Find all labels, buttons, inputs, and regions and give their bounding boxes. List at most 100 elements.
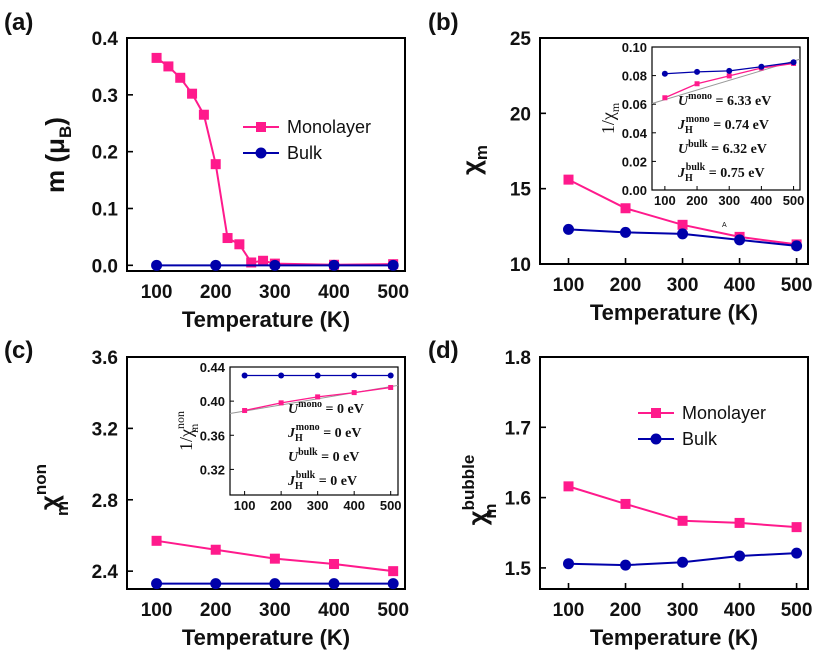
c-panel-label: (c): [4, 337, 33, 364]
d-bulk-point: [563, 558, 575, 570]
b-inset-annotation: JHbulk = 0.75 eV: [677, 162, 765, 184]
b-inset-bulk-point: [661, 70, 668, 77]
c-annotation-sub: H: [295, 433, 303, 444]
b-inset-xtick-label: 400: [751, 193, 773, 208]
b-inset-bulk-point: [694, 68, 701, 75]
panel-b: 100 200 300 400 500 10 15 20 25 (b) Temperature (K…: [428, 9, 812, 325]
a-ytick-label: 0.2: [92, 143, 118, 164]
c-annotation-value: = 0 eV: [315, 474, 357, 489]
c-xtick-label: 500: [377, 600, 409, 621]
c-ytick-label: 2.8: [92, 491, 118, 512]
a-xtick-label: 500: [377, 282, 409, 303]
c-inset-monolayer-point: [388, 384, 394, 390]
c-inset-xtick-label: 500: [380, 498, 402, 513]
d-xtick-label: 400: [724, 600, 756, 621]
b-inset-ytick-label: 0.00: [622, 183, 647, 198]
a-xtick-label: 200: [200, 282, 232, 303]
c-inset-xtick-label: 400: [343, 498, 365, 513]
b-ytick-label: 15: [510, 180, 532, 201]
a-monolayer-point: [258, 255, 269, 266]
c-annotation-sup: bulk: [296, 470, 316, 481]
b-annotation-sub: H: [685, 125, 693, 136]
b-inset-xtick-label: 100: [654, 193, 676, 208]
b-annotation-sup: mono: [688, 91, 712, 102]
b-xtick-label: 400: [724, 275, 756, 296]
d-bulk-point: [677, 556, 689, 568]
d-bulk-point: [791, 547, 803, 559]
c-ylabel-main: χ: [34, 495, 64, 510]
c-ytick-label: 3.2: [92, 419, 118, 440]
a-panel-label: (a): [4, 9, 33, 36]
c-annotation-sup: mono: [296, 422, 320, 433]
a-ylabel-sub: B: [56, 126, 75, 138]
b-inset-bulk-point: [790, 59, 797, 66]
c-inset-bulk-point: [387, 372, 394, 379]
c-inset-monolayer-point: [351, 390, 357, 396]
a-xtick-label: 300: [259, 282, 291, 303]
d-legend-marker: [650, 433, 662, 445]
c-inset-ylabel-main: 1/χ: [176, 429, 196, 451]
c-inset-bulk-point: [351, 372, 358, 379]
b-panel-label: (b): [428, 9, 459, 36]
b-stray-mark: A: [722, 222, 727, 229]
c-inset-annotation: Umono = 0 eV: [288, 399, 364, 417]
b-inset-ytick-label: 0.08: [622, 69, 647, 84]
b-bulk-point: [677, 228, 689, 240]
c-annotation-sup: mono: [298, 399, 322, 410]
b-inset-annotation: Ubulk = 6.32 eV: [678, 139, 767, 157]
c-inset-ytick-label: 0.36: [200, 428, 225, 443]
d-ylabel-sub: m: [481, 504, 500, 519]
d-ytick-label: 1.7: [505, 418, 531, 439]
c-monolayer-point: [269, 553, 280, 564]
c-xtick-label: 200: [200, 600, 232, 621]
d-ylabel-sup: bubble: [459, 455, 478, 511]
b-ytick-label: 25: [510, 29, 532, 50]
c-bulk-point: [151, 578, 163, 590]
d-monolayer-point: [620, 498, 631, 509]
c-annotation-sup: bulk: [298, 447, 318, 458]
a-legend-label: Bulk: [287, 143, 323, 163]
b-inset-ytick-label: 0.10: [622, 40, 647, 55]
c-frame: [126, 356, 406, 590]
d-xlabel: Temperature (K): [590, 625, 758, 650]
b-inset: 100 200 300 400 500 0.00 0.02 0.04 0.06 0.08 0.10 1…: [598, 40, 804, 208]
c-xlabel: Temperature (K): [182, 625, 350, 650]
b-inset-ylabel-sub: m: [608, 102, 622, 112]
c-ytick-label: 2.4: [92, 562, 119, 583]
b-monolayer-point: [563, 174, 574, 185]
panel-d: 100 200 300 400 500 1.5 1.6 1.7 1.8 (d) Temperatur…: [428, 337, 812, 650]
b-inset-ytick-label: 0.04: [622, 126, 648, 141]
c-annotation-value: = 0 eV: [322, 402, 364, 417]
c-annotation-sub: H: [295, 481, 303, 492]
b-monolayer-point: [620, 203, 631, 214]
a-xtick-label: 100: [141, 282, 173, 303]
b-inset-monolayer-point: [694, 81, 700, 87]
d-ylabel: χbubblem: [459, 455, 500, 526]
b-annotation-sup: mono: [686, 114, 710, 125]
b-annotation-symbol: U: [678, 94, 689, 109]
c-inset-monolayer-point: [315, 394, 321, 400]
c-inset-annotation: Ubulk = 0 eV: [288, 447, 359, 465]
c-inset-bulk-point: [314, 372, 321, 379]
d-monolayer-point: [563, 481, 574, 492]
a-xlabel: Temperature (K): [182, 307, 350, 332]
b-inset-monolayer-point: [726, 73, 732, 79]
d-monolayer-point: [677, 515, 688, 526]
c-monolayer-point: [329, 559, 340, 570]
d-panel-label: (d): [428, 337, 459, 364]
c-ylabel-sup: non: [31, 464, 50, 495]
d-monolayer-point: [734, 517, 745, 528]
b-annotation-sup: bulk: [686, 162, 706, 173]
b-annotation-sup: bulk: [688, 139, 708, 150]
c-inset-monolayer-point: [242, 408, 248, 414]
c-monolayer-point: [388, 566, 399, 577]
a-legend-marker: [255, 147, 267, 159]
b-bulk-point: [620, 226, 632, 238]
c-ylabel-sub: m: [53, 501, 72, 516]
c-inset-annotation: JHmono = 0 eV: [287, 422, 362, 444]
a-legend-marker: [256, 122, 266, 132]
d-bulk-point: [620, 559, 632, 571]
a-xtick-label: 400: [318, 282, 350, 303]
d-legend-marker: [651, 408, 661, 418]
a-ytick-label: 0.4: [92, 29, 119, 50]
